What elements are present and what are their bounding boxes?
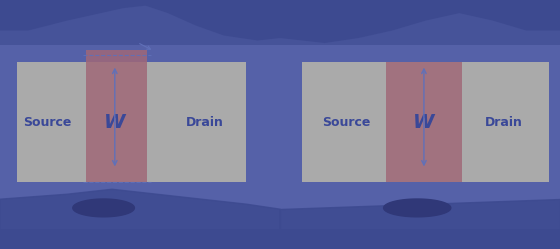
Text: W: W [104, 113, 125, 131]
Text: Drain: Drain [185, 116, 223, 128]
Polygon shape [280, 199, 560, 249]
Bar [0, 0, 560, 45]
Text: Drain: Drain [485, 116, 523, 128]
Text: W: W [413, 113, 435, 131]
Polygon shape [384, 199, 451, 217]
Polygon shape [73, 199, 134, 217]
Bar [302, 62, 549, 182]
Polygon shape [0, 0, 280, 40]
Text: Source: Source [24, 116, 72, 128]
Polygon shape [246, 0, 314, 10]
Bar [86, 50, 147, 182]
Polygon shape [0, 189, 280, 249]
Bar [17, 62, 246, 182]
Bar [0, 229, 560, 249]
Bar [386, 62, 462, 182]
Polygon shape [280, 0, 560, 42]
Text: Source: Source [322, 116, 370, 128]
